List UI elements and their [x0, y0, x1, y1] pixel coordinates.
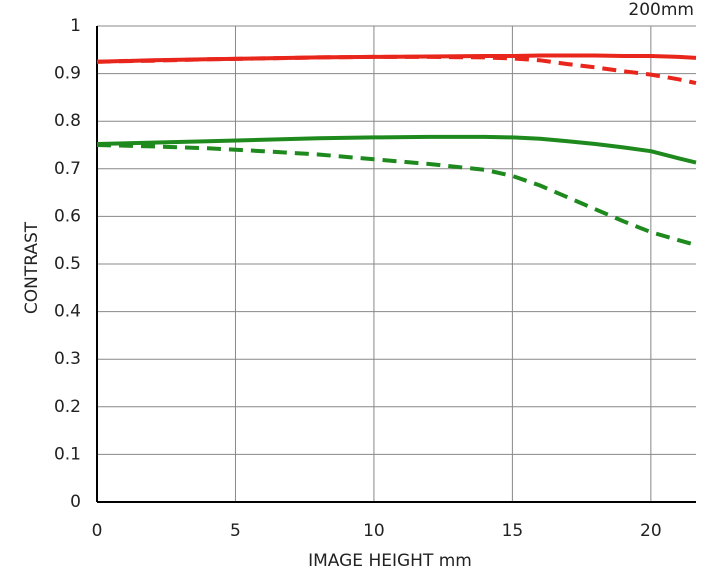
chart-title: 200mm: [628, 0, 694, 20]
y-tick-label: 0.3: [54, 349, 81, 369]
y-tick-label: 0.7: [54, 159, 81, 179]
y-tick-label: 0: [70, 492, 81, 512]
x-axis-label: IMAGE HEIGHT mm: [308, 551, 472, 570]
y-tick-label: 0.4: [54, 302, 81, 322]
y-tick-label: 0.5: [54, 254, 81, 274]
y-tick-label: 1: [70, 16, 81, 36]
x-tick-label: 0: [92, 521, 103, 541]
y-tick-label: 0.2: [54, 397, 81, 417]
series-line: [96, 134, 697, 165]
y-tick-label: 0.9: [54, 64, 81, 84]
y-tick-label: 0.6: [54, 206, 81, 226]
x-tick-label: 10: [363, 521, 385, 541]
series-line: [96, 54, 697, 86]
x-tick-label: 15: [502, 521, 524, 541]
x-tick-label: 20: [640, 521, 662, 541]
y-tick-label: 0.8: [54, 111, 81, 131]
y-tick-label: 0.1: [54, 444, 81, 464]
x-tick-label: 5: [230, 521, 241, 541]
y-axis-label: CONTRAST: [22, 221, 42, 314]
series-line: [96, 143, 697, 247]
